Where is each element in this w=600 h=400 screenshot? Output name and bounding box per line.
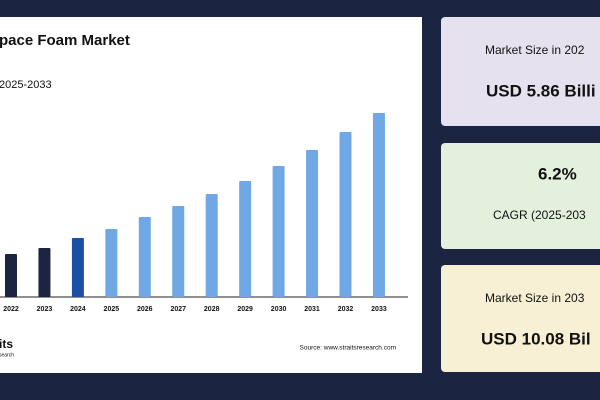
x-tick-label: 2022 <box>3 306 19 313</box>
card-label: Market Size in 202 <box>485 43 585 57</box>
card-value: USD 10.08 Bil <box>481 329 591 348</box>
chart-title: pace Foam Market <box>0 32 130 49</box>
bar <box>105 229 118 297</box>
card <box>441 17 600 126</box>
x-tick-label: 2027 <box>170 306 186 313</box>
source: Source: www.straitsresearch.com <box>300 345 396 352</box>
bar <box>71 238 84 297</box>
x-tick-label: 2028 <box>204 306 220 313</box>
bar <box>372 113 385 297</box>
bar <box>339 132 352 297</box>
logo-subtext: search <box>0 352 14 358</box>
bar <box>138 217 151 297</box>
x-tick-label: 2024 <box>70 306 86 313</box>
x-tick-label: 2023 <box>37 306 53 313</box>
chart-subtitle: 2025-2033 <box>0 79 52 91</box>
card-label: Market Size in 203 <box>485 291 585 305</box>
bar <box>172 206 185 297</box>
x-tick-label: 2026 <box>137 306 153 313</box>
x-tick-label: 2033 <box>371 306 387 313</box>
card <box>441 143 600 249</box>
card-value: 6.2% <box>538 164 577 183</box>
x-tick-label: 2032 <box>338 306 354 313</box>
logo-text: its <box>0 337 13 351</box>
bar <box>239 181 252 297</box>
bar <box>272 166 285 297</box>
x-tick-label: 2030 <box>271 306 287 313</box>
card-label: CAGR (2025-203 <box>493 208 586 222</box>
bar <box>38 248 51 297</box>
bar <box>306 150 319 297</box>
card-value: USD 5.86 Billi <box>486 81 596 100</box>
x-tick-label: 2025 <box>104 306 120 313</box>
x-tick-label: 2029 <box>237 306 253 313</box>
bar <box>5 254 17 297</box>
bar <box>205 194 218 297</box>
card <box>441 265 600 372</box>
x-tick-label: 2031 <box>304 306 320 313</box>
